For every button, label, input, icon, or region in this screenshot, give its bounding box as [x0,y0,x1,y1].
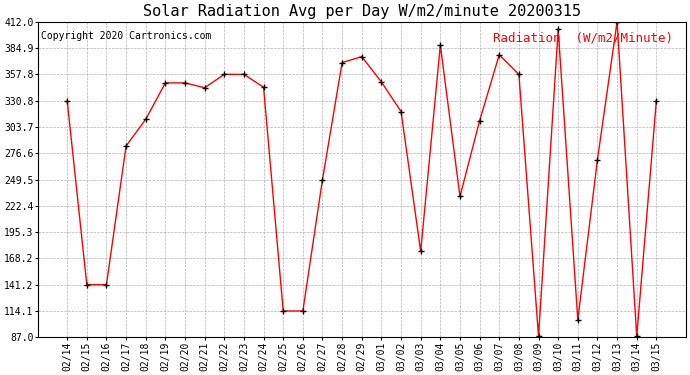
Radiation  (W/m2/Minute) [593,158,602,162]
Radiation  (W/m2/Minute) [436,43,444,47]
Radiation  (W/m2/Minute) [475,118,484,123]
Radiation  (W/m2/Minute) [515,72,523,76]
Radiation  (W/m2/Minute) [63,98,71,103]
Radiation  (W/m2/Minute) [357,54,366,59]
Radiation  (W/m2/Minute) [141,117,150,122]
Radiation  (W/m2/Minute) [299,309,307,313]
Text: Copyright 2020 Cartronics.com: Copyright 2020 Cartronics.com [41,31,211,41]
Radiation  (W/m2/Minute) [397,109,405,114]
Radiation  (W/m2/Minute) [181,81,189,85]
Radiation  (W/m2/Minute) [377,80,386,84]
Radiation  (W/m2/Minute) [83,282,91,287]
Line: Radiation  (W/m2/Minute): Radiation (W/m2/Minute) [64,19,659,339]
Radiation  (W/m2/Minute) [534,334,542,339]
Radiation  (W/m2/Minute) [554,27,562,32]
Radiation  (W/m2/Minute) [318,177,326,182]
Title: Solar Radiation Avg per Day W/m2/minute 20200315: Solar Radiation Avg per Day W/m2/minute … [143,4,581,19]
Radiation  (W/m2/Minute) [573,318,582,322]
Radiation  (W/m2/Minute) [652,98,660,103]
Radiation  (W/m2/Minute) [495,53,504,57]
Radiation  (W/m2/Minute) [220,72,228,76]
Radiation  (W/m2/Minute) [417,249,425,254]
Radiation  (W/m2/Minute) [102,282,110,287]
Radiation  (W/m2/Minute) [259,85,268,90]
Radiation  (W/m2/Minute) [456,194,464,199]
Radiation  (W/m2/Minute) [240,72,248,76]
Radiation  (W/m2/Minute) [338,60,346,65]
Radiation  (W/m2/Minute) [613,20,621,24]
Text: Radiation  (W/m2/Minute): Radiation (W/m2/Minute) [493,31,673,44]
Radiation  (W/m2/Minute) [279,309,287,313]
Radiation  (W/m2/Minute) [633,334,641,339]
Radiation  (W/m2/Minute) [161,81,170,85]
Radiation  (W/m2/Minute) [122,144,130,148]
Radiation  (W/m2/Minute) [201,86,209,90]
